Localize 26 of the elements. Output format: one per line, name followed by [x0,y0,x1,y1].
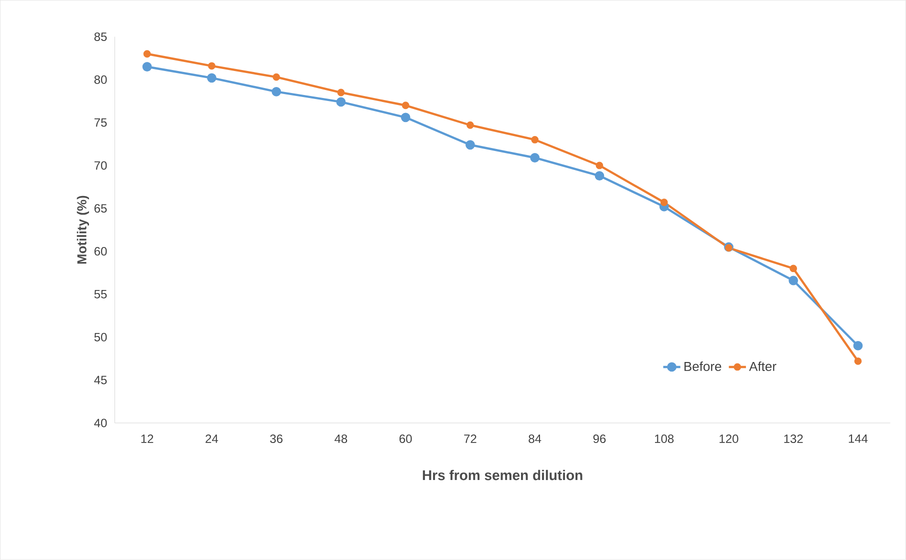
y-tick-label: 55 [94,290,107,299]
x-tick-label: 132 [784,434,803,444]
x-tick-label: 72 [464,434,476,444]
x-tick-label: 84 [528,434,542,444]
y-tick-label: 50 [94,333,107,342]
legend-label: Before [684,362,722,372]
y-tick-label: 40 [94,418,107,428]
x-axis-title: Hrs from semen dilution [422,470,582,480]
y-tick-label: 70 [94,161,107,170]
x-tick-label: 12 [141,434,154,444]
x-tick-label: 60 [400,434,412,444]
x-tick-label: 108 [654,434,674,444]
y-tick-label: 80 [94,76,107,84]
y-tick-label: 45 [94,376,107,384]
y-tick-label: 65 [94,204,107,213]
legend-label: After [749,362,776,372]
x-tick-label: 144 [848,434,868,443]
x-tick-label: 48 [334,434,348,444]
x-tick-label: 96 [593,434,606,444]
x-tick-label: 24 [206,434,218,444]
y-tick-label: 75 [94,118,107,127]
y-tick-label: 85 [94,32,107,42]
y-axis-title: Motility (%) [76,196,90,264]
y-tick-label: 60 [94,247,107,256]
x-tick-label: 120 [720,434,738,444]
x-tick-label: 36 [270,434,282,444]
